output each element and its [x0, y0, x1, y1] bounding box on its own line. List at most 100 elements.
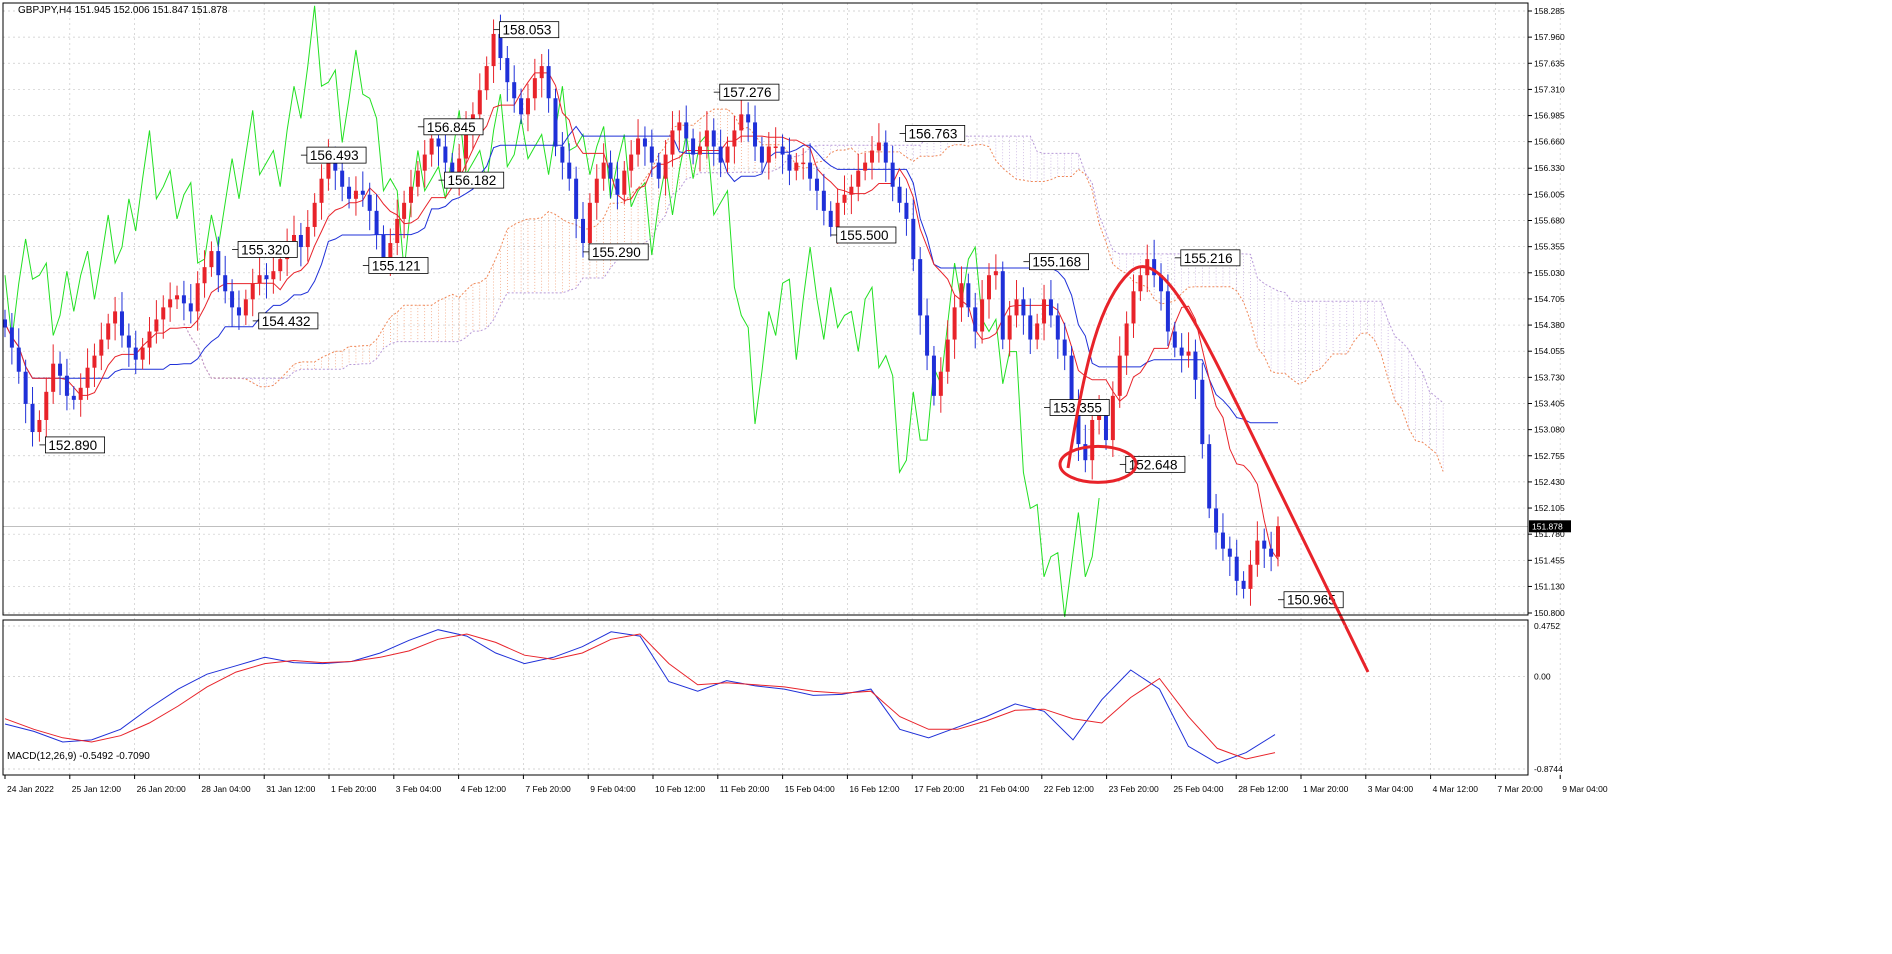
y-tick-label: 157.635	[1534, 58, 1565, 68]
macd-title: MACD(12,26,9) -0.5492 -0.7090	[7, 751, 150, 762]
candle-body	[3, 319, 7, 328]
swing-label-text: 155.216	[1184, 251, 1233, 266]
candle-body	[711, 130, 716, 147]
x-tick-label: 4 Mar 12:00	[1433, 784, 1479, 794]
swing-label-box	[45, 436, 106, 454]
x-tick-label: 7 Mar 20:00	[1497, 784, 1543, 794]
swing-label-box	[1029, 253, 1090, 271]
candle-body	[904, 202, 909, 219]
x-tick-label: 3 Mar 04:00	[1368, 784, 1414, 794]
y-tick-label: 156.005	[1534, 189, 1565, 199]
candle-body	[326, 158, 331, 179]
candle-body	[918, 259, 923, 316]
y-tick-label: 154.380	[1534, 320, 1565, 330]
macd-tick-label: 0.4752	[1534, 621, 1560, 631]
candle-body	[759, 146, 764, 163]
candle-body	[553, 98, 558, 147]
candle-body	[931, 355, 936, 396]
y-tick-label: 156.985	[1534, 111, 1565, 121]
y-tick-label: 156.330	[1534, 163, 1565, 173]
candle-body	[491, 33, 496, 67]
candle-body	[1220, 532, 1225, 549]
annotations	[1058, 265, 1370, 673]
swing-label-box	[1180, 249, 1241, 267]
x-tick-label: 11 Feb 20:00	[720, 784, 770, 794]
candle-body	[408, 186, 413, 203]
candle-body	[670, 130, 675, 155]
candle-body	[319, 178, 324, 203]
chikou-span-line	[4, 5, 1100, 618]
x-tick-label: 22 Feb 12:00	[1044, 784, 1094, 794]
candle-body	[161, 307, 166, 320]
candle-body	[278, 259, 283, 272]
y-tick-label: 153.405	[1534, 398, 1565, 408]
candle-body	[959, 283, 964, 308]
candle-body	[1186, 351, 1191, 356]
candle-body	[897, 186, 902, 203]
candle-body	[808, 162, 813, 179]
candle-body	[223, 275, 228, 292]
macd-line	[4, 629, 1276, 764]
main-panel-frame	[2, 2, 1529, 616]
candle-body	[457, 158, 462, 179]
candle-body	[443, 146, 448, 163]
swing-label-text: 152.648	[1129, 457, 1178, 472]
candle-body	[1035, 323, 1040, 340]
candle-body	[1248, 564, 1253, 589]
candle-body	[870, 150, 875, 163]
macd-panel-frame	[2, 619, 1529, 776]
candle-body	[450, 162, 455, 179]
y-tick-label: 154.055	[1534, 346, 1565, 356]
candle-body	[691, 138, 696, 155]
candle-body	[649, 146, 654, 163]
y-tick-label: 155.355	[1534, 242, 1565, 252]
x-tick-label: 28 Feb 12:00	[1238, 784, 1288, 794]
x-tick-label: 28 Jan 04:00	[201, 784, 250, 794]
candle-body	[1090, 419, 1095, 461]
candle-body	[594, 178, 599, 203]
candle-body	[973, 307, 978, 332]
candle-body	[236, 307, 241, 316]
y-tick-label: 153.730	[1534, 372, 1565, 382]
downtrend-arc-drawing[interactable]	[1066, 265, 1370, 673]
y-tick-label: 152.430	[1534, 477, 1565, 487]
swing-label-text: 156.763	[909, 126, 958, 141]
candle-body	[264, 275, 269, 280]
candle-body	[1241, 580, 1246, 589]
swing-label-text: 156.493	[310, 148, 359, 163]
y-tick-label: 152.105	[1534, 503, 1565, 513]
candle-body	[986, 275, 991, 300]
swing-label-text: 156.845	[427, 120, 476, 135]
y-tick-label: 157.960	[1534, 32, 1565, 42]
swing-label-box	[588, 243, 649, 261]
x-tick-label: 4 Feb 12:00	[461, 784, 507, 794]
candle-body	[1131, 291, 1136, 324]
swing-label-box	[905, 125, 966, 142]
x-tick-label: 10 Feb 12:00	[655, 784, 705, 794]
swing-label-box	[368, 257, 429, 274]
candle-body	[71, 395, 76, 400]
candle-body	[753, 122, 758, 147]
macd-panel: 0.4752 0.00 -0.8744	[3, 621, 1563, 774]
candle-body	[181, 295, 186, 304]
highlight-circle[interactable]	[1058, 444, 1138, 484]
macd-tick-label: -0.8744	[1534, 764, 1563, 774]
candle-body	[195, 283, 200, 312]
candle-body	[209, 251, 214, 268]
candle-body	[16, 347, 21, 372]
x-tick-label: 15 Feb 04:00	[785, 784, 835, 794]
candle-body	[505, 58, 510, 83]
candle-body	[567, 162, 572, 179]
candle-body	[1028, 315, 1033, 340]
swing-label-box	[306, 146, 367, 164]
candle-body	[257, 275, 262, 284]
candle-body	[106, 323, 111, 340]
candle-body	[1007, 315, 1012, 340]
x-tick-label: 25 Feb 04:00	[1173, 784, 1223, 794]
candle-body	[133, 347, 138, 360]
candle-body	[945, 339, 950, 372]
candle-body	[44, 391, 49, 420]
y-tick-label: 151.780	[1534, 529, 1565, 539]
candle-body	[890, 162, 895, 187]
candle-body	[292, 234, 297, 244]
